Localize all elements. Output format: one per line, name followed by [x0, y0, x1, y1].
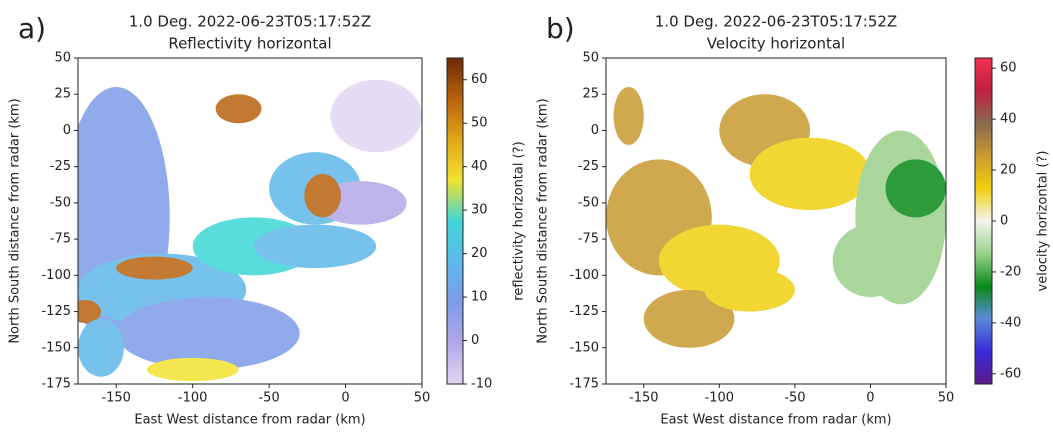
colorbar-tick-label: 10 — [471, 290, 488, 305]
y-tick-label: 0 — [63, 123, 71, 138]
y-tick-label: 50 — [582, 51, 599, 66]
chart-subtitle: Reflectivity horizontal — [168, 35, 331, 53]
colorbar-tick-label: 20 — [471, 246, 488, 261]
colorbar-tick-label: -60 — [1000, 366, 1021, 381]
plot-frame — [605, 57, 947, 385]
echo — [146, 357, 239, 382]
echo — [749, 137, 871, 211]
chart-subtitle: Velocity horizontal — [707, 35, 845, 53]
x-tick-label: -100 — [705, 391, 735, 406]
echo — [885, 159, 946, 218]
echo — [116, 256, 193, 280]
echo — [78, 318, 124, 377]
y-tick-label: -150 — [569, 340, 599, 355]
y-tick-label: -125 — [569, 304, 599, 319]
y-tick-label: -175 — [41, 377, 71, 392]
y-axis-label: North South distance from radar (km) — [536, 98, 551, 343]
colorbar-tick-label: -40 — [1000, 315, 1021, 330]
colorbar-tick-label: -10 — [471, 377, 492, 392]
colorbar-tick-label: -20 — [1000, 264, 1021, 279]
panel-label: b) — [546, 12, 575, 45]
y-tick-label: 50 — [54, 51, 71, 66]
x-tick-label: -150 — [629, 391, 659, 406]
colorbar-tick-label: 40 — [1000, 112, 1017, 127]
y-tick-label: -25 — [50, 159, 71, 174]
y-tick-label: 25 — [54, 87, 71, 102]
plot-frame — [77, 57, 423, 385]
echo — [704, 268, 795, 312]
y-tick-label: -75 — [50, 232, 71, 247]
colorbar — [446, 57, 464, 385]
echo — [304, 173, 341, 218]
y-tick-label: -175 — [569, 377, 599, 392]
colorbar-tick-label: 0 — [1000, 214, 1008, 229]
y-tick-label: 0 — [591, 123, 599, 138]
colorbar-tick-label: 60 — [1000, 61, 1017, 76]
x-tick-label: -100 — [178, 391, 208, 406]
y-tick-label: -100 — [41, 268, 71, 283]
y-tick-label: -150 — [41, 340, 71, 355]
y-tick-label: 25 — [582, 87, 599, 102]
colorbar-tick-label: 0 — [471, 333, 479, 348]
echo — [116, 297, 300, 370]
chart-title: 1.0 Deg. 2022-06-23T05:17:52Z — [655, 13, 897, 31]
chart-title: 1.0 Deg. 2022-06-23T05:17:52Z — [129, 13, 371, 31]
y-tick-label: -25 — [578, 159, 599, 174]
x-tick-label: 0 — [341, 391, 349, 406]
colorbar — [974, 57, 993, 385]
colorbar-tick-label: 50 — [471, 116, 488, 131]
x-axis-label: East West distance from radar (km) — [660, 413, 891, 428]
colorbar-tick-label: 40 — [471, 159, 488, 174]
radar-field — [606, 86, 946, 348]
y-tick-label: -125 — [41, 304, 71, 319]
y-tick-label: -100 — [569, 268, 599, 283]
y-tick-label: -75 — [578, 232, 599, 247]
echo — [253, 224, 377, 269]
colorbar-tick-label: 30 — [471, 203, 488, 218]
x-tick-label: -50 — [784, 391, 805, 406]
echo — [78, 299, 101, 324]
x-tick-label: -150 — [101, 391, 131, 406]
echo — [215, 94, 262, 124]
panel-label: a) — [18, 12, 46, 45]
echo — [643, 289, 735, 348]
echo — [330, 79, 422, 153]
x-tick-label: 50 — [938, 391, 955, 406]
x-axis-label: East West distance from radar (km) — [134, 413, 365, 428]
colorbar-label: velocity horizontal (?) — [1036, 151, 1051, 292]
y-axis-label: North South distance from radar (km) — [8, 98, 23, 343]
y-tick-label: -50 — [578, 195, 599, 210]
x-tick-label: 0 — [866, 391, 874, 406]
colorbar-tick-label: 20 — [1000, 163, 1017, 178]
colorbar-label: reflectivity horizontal (?) — [512, 141, 527, 300]
colorbar-tick-label: 60 — [471, 72, 488, 87]
x-tick-label: 50 — [414, 391, 431, 406]
x-tick-label: -50 — [258, 391, 279, 406]
echo — [613, 86, 644, 145]
echo — [832, 224, 909, 298]
radar-field — [78, 79, 422, 382]
y-tick-label: -50 — [50, 195, 71, 210]
